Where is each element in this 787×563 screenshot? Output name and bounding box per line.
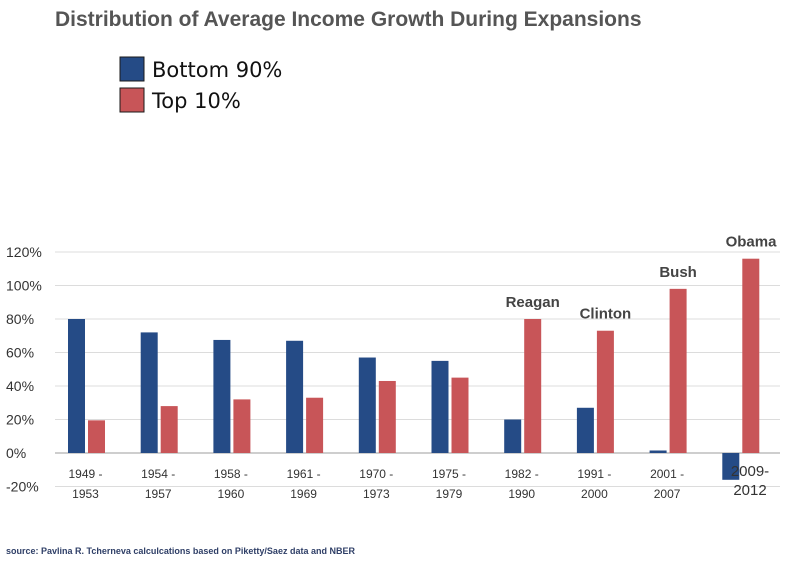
bar-top-10	[306, 397, 324, 453]
x-tick-label: 1958 -1960	[214, 467, 248, 501]
bar-top-10	[669, 288, 687, 453]
bar-top-10	[378, 380, 396, 453]
bar-top-10	[524, 319, 542, 453]
y-tick-label: 20%	[6, 412, 34, 428]
bar-top-10	[233, 399, 251, 453]
x-tick-label: 1949 -1953	[68, 467, 102, 501]
y-tick-label: 80%	[6, 311, 34, 327]
annotation-label: Bush	[659, 264, 697, 281]
bar-bottom-90	[722, 453, 740, 480]
source-note: source: Pavlina R. Tcherneva calculcatio…	[6, 546, 355, 556]
x-tick-label: 1991 -2000	[577, 467, 611, 501]
y-tick-label: 120%	[6, 244, 42, 260]
bar-bottom-90	[504, 419, 522, 453]
x-tick-label: 2009-2012	[731, 463, 769, 499]
y-tick-label: 60%	[6, 345, 34, 361]
bar-bottom-90	[649, 450, 667, 453]
legend-swatch	[119, 87, 145, 113]
bar-top-10	[451, 377, 469, 453]
annotation-label: Obama	[726, 234, 778, 251]
x-tick-label: 1954 -1957	[141, 467, 175, 501]
x-tick-label: 1982 -1990	[505, 467, 539, 501]
x-tick-label: 2001 -2007	[650, 467, 684, 501]
legend-label: Bottom 90%	[152, 58, 282, 82]
bar-bottom-90	[286, 340, 304, 453]
chart-title: Distribution of Average Income Growth Du…	[55, 8, 642, 31]
bar-bottom-90	[431, 360, 449, 453]
bar-top-10	[160, 406, 178, 453]
y-tick-label: -20%	[6, 479, 39, 495]
y-tick-label: 40%	[6, 378, 34, 394]
bar-top-10	[88, 420, 105, 453]
legend-swatch	[119, 56, 145, 82]
legend-label: Top 10%	[151, 89, 241, 113]
x-tick-label: 1970 -1973	[359, 467, 393, 501]
bar-bottom-90	[140, 332, 158, 453]
annotation-label: Reagan	[506, 294, 560, 311]
bar-bottom-90	[68, 319, 85, 453]
y-tick-label: 0%	[6, 445, 26, 461]
bar-bottom-90	[213, 339, 231, 453]
annotation-label: Clinton	[580, 306, 632, 323]
x-tick-label: 1961 -1969	[287, 467, 321, 501]
bar-bottom-90	[576, 407, 594, 453]
x-tick-label: 1975 -1979	[432, 467, 466, 501]
y-tick-label: 100%	[6, 278, 42, 294]
bar-top-10	[742, 258, 760, 453]
bar-top-10	[596, 330, 614, 453]
bar-bottom-90	[358, 357, 376, 453]
